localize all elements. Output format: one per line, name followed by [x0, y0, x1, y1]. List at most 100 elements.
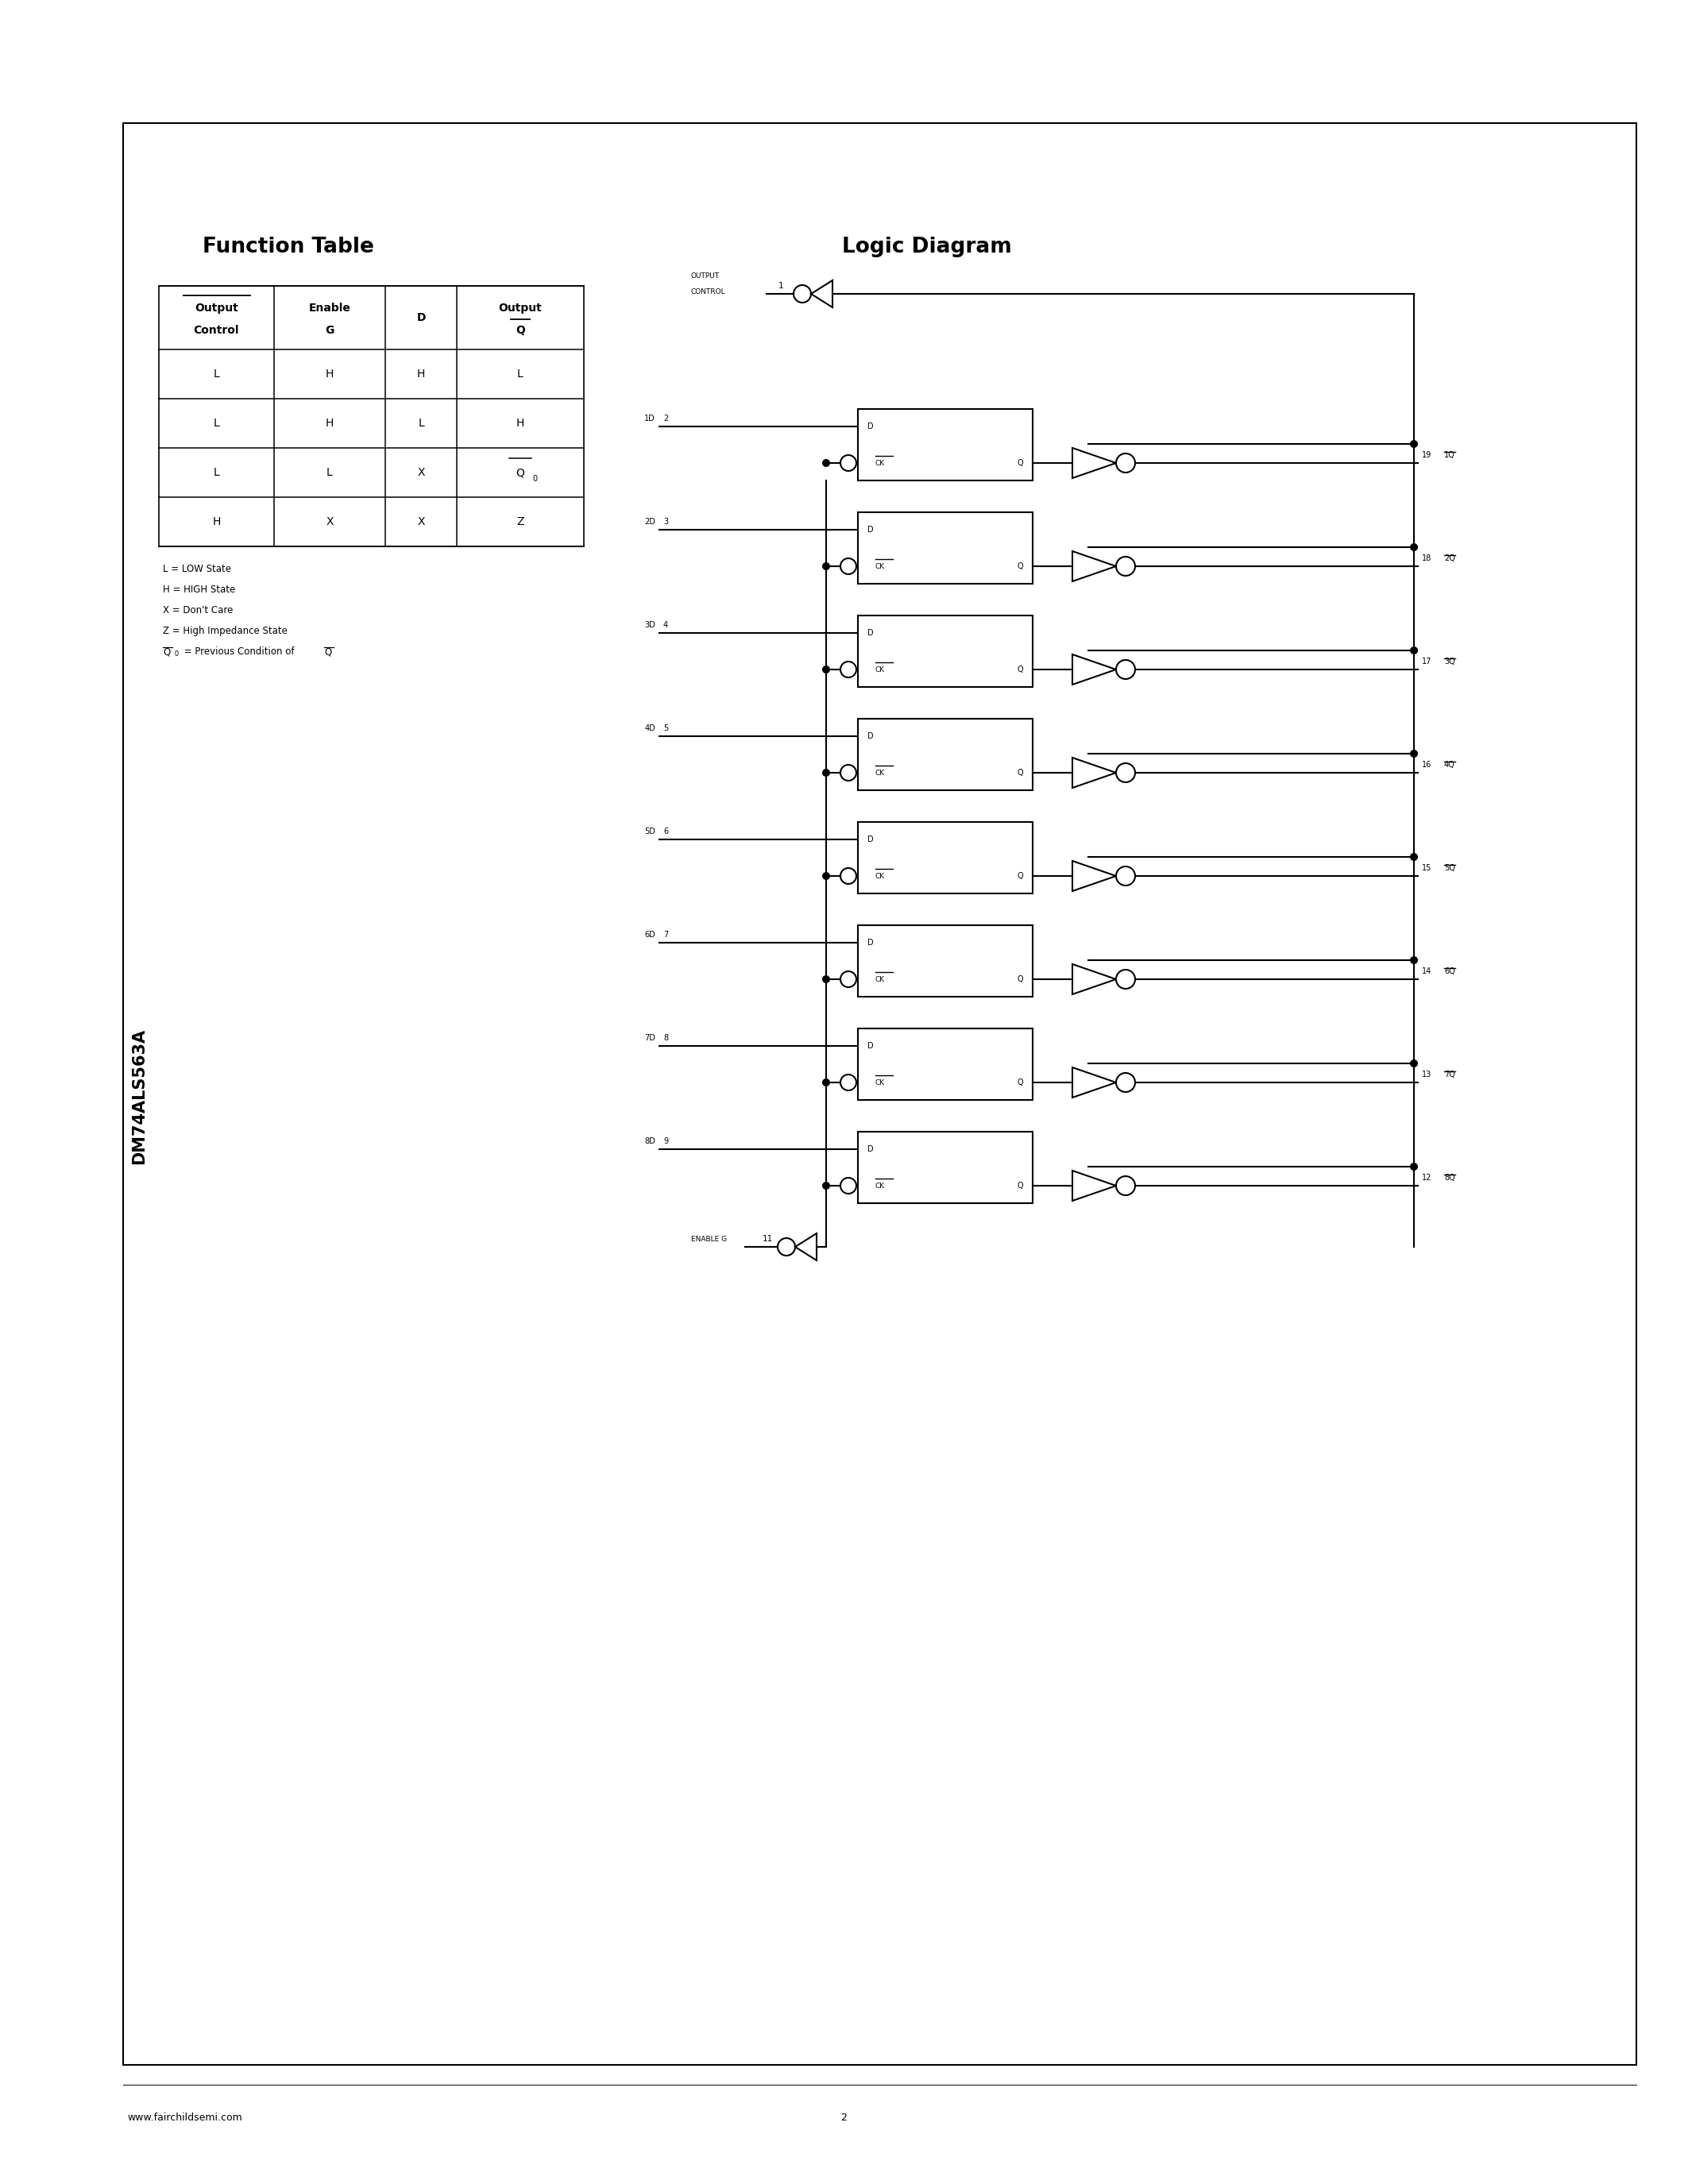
Text: OUTPUT: OUTPUT	[690, 273, 719, 280]
Circle shape	[1409, 957, 1418, 963]
Circle shape	[1409, 749, 1418, 758]
Text: L: L	[213, 369, 219, 380]
Text: = Previous Condition of: = Previous Condition of	[181, 646, 297, 657]
Text: 8: 8	[663, 1033, 668, 1042]
Text: L: L	[213, 467, 219, 478]
Text: 5D: 5D	[645, 828, 655, 836]
Text: X: X	[326, 515, 334, 526]
Text: 3Q: 3Q	[1445, 657, 1455, 666]
Text: L: L	[213, 417, 219, 428]
Text: Q: Q	[1018, 769, 1023, 778]
Polygon shape	[1072, 860, 1116, 891]
Text: D: D	[868, 422, 873, 430]
Text: D: D	[868, 1144, 873, 1153]
Text: 7D: 7D	[645, 1033, 655, 1042]
Text: Q: Q	[517, 467, 525, 478]
Bar	[858, 616, 1033, 688]
Text: Z: Z	[517, 515, 523, 526]
Text: H: H	[517, 417, 525, 428]
Text: D: D	[868, 1042, 873, 1051]
Text: 17: 17	[1421, 657, 1431, 666]
Text: ENABLE G: ENABLE G	[690, 1236, 728, 1243]
Text: 4: 4	[663, 620, 668, 629]
Text: 8Q: 8Q	[1445, 1173, 1455, 1182]
Text: 4Q: 4Q	[1445, 760, 1455, 769]
Text: G: G	[326, 325, 334, 336]
Text: L: L	[517, 369, 523, 380]
Text: 19: 19	[1421, 452, 1431, 459]
Text: L: L	[326, 467, 333, 478]
Text: 1Q: 1Q	[1445, 452, 1455, 459]
Polygon shape	[1072, 655, 1116, 684]
Text: H: H	[417, 369, 425, 380]
Bar	[858, 1131, 1033, 1203]
Text: D: D	[868, 629, 873, 638]
Text: 7Q: 7Q	[1445, 1070, 1455, 1079]
Text: Z = High Impedance State: Z = High Impedance State	[162, 627, 287, 636]
Text: 13: 13	[1421, 1070, 1431, 1079]
Text: 9: 9	[663, 1138, 668, 1144]
Text: 6D: 6D	[645, 930, 655, 939]
Text: 7: 7	[663, 930, 668, 939]
Text: 6: 6	[663, 828, 668, 836]
Text: 4D: 4D	[645, 725, 655, 732]
Circle shape	[822, 1182, 830, 1190]
Polygon shape	[795, 1234, 817, 1260]
Text: L: L	[419, 417, 424, 428]
Bar	[858, 1029, 1033, 1101]
Text: 3D: 3D	[645, 620, 655, 629]
Polygon shape	[1072, 550, 1116, 581]
Text: Function Table: Function Table	[203, 236, 375, 258]
Text: 2: 2	[663, 415, 668, 422]
Text: H: H	[213, 515, 221, 526]
Circle shape	[1409, 544, 1418, 550]
Text: CK: CK	[876, 871, 885, 880]
Text: H = HIGH State: H = HIGH State	[162, 585, 235, 594]
Bar	[858, 408, 1033, 480]
Text: 1D: 1D	[645, 415, 655, 422]
Circle shape	[822, 666, 830, 673]
Text: Output: Output	[194, 304, 238, 314]
Text: Logic Diagram: Logic Diagram	[842, 236, 1011, 258]
Polygon shape	[1072, 1171, 1116, 1201]
Text: CK: CK	[876, 1079, 885, 1085]
Text: Output: Output	[498, 304, 542, 314]
Text: 0: 0	[176, 651, 179, 657]
Text: CK: CK	[876, 1182, 885, 1190]
Text: H: H	[326, 369, 334, 380]
Text: CK: CK	[876, 459, 885, 467]
Text: 2Q: 2Q	[1445, 555, 1455, 561]
Circle shape	[822, 561, 830, 570]
Text: 16: 16	[1421, 760, 1431, 769]
Text: CK: CK	[876, 769, 885, 775]
Polygon shape	[1072, 448, 1116, 478]
Text: Q: Q	[1018, 871, 1023, 880]
Text: Q: Q	[1018, 976, 1023, 983]
Text: Q: Q	[1018, 666, 1023, 673]
Text: X: X	[417, 515, 425, 526]
Bar	[123, 122, 1636, 2064]
Text: 15: 15	[1421, 865, 1431, 871]
Text: X = Don't Care: X = Don't Care	[162, 605, 233, 616]
Polygon shape	[1072, 758, 1116, 788]
Text: Control: Control	[194, 325, 240, 336]
Text: Q: Q	[1018, 561, 1023, 570]
Text: 5Q: 5Q	[1445, 865, 1455, 871]
Bar	[858, 719, 1033, 791]
Text: H: H	[326, 417, 334, 428]
Text: D: D	[868, 526, 873, 533]
Text: X: X	[417, 467, 425, 478]
Text: 3: 3	[663, 518, 668, 526]
Text: Q: Q	[1018, 459, 1023, 467]
Circle shape	[1409, 1059, 1418, 1068]
Circle shape	[1409, 439, 1418, 448]
Bar	[858, 513, 1033, 583]
Text: 14: 14	[1421, 968, 1431, 976]
Text: 8D: 8D	[645, 1138, 655, 1144]
Polygon shape	[1072, 1068, 1116, 1099]
Bar	[858, 926, 1033, 996]
Text: 0: 0	[532, 474, 537, 483]
Text: L = LOW State: L = LOW State	[162, 563, 231, 574]
Text: Q: Q	[1018, 1182, 1023, 1190]
Text: 5: 5	[663, 725, 668, 732]
